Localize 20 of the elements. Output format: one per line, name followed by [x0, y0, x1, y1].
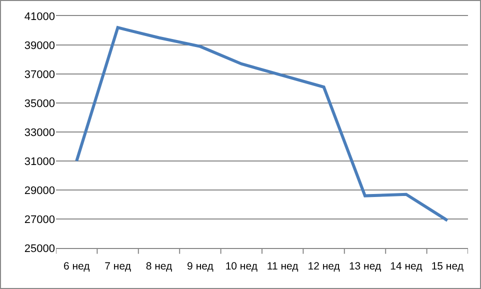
y-tick-label: 41000 — [24, 10, 55, 23]
x-tick-label: 12 нед — [308, 260, 340, 273]
line-series — [75, 26, 449, 222]
x-tick-label: 7 нед — [104, 260, 131, 273]
x-tick-label: 10 нед — [225, 260, 258, 273]
y-tick-label: 35000 — [24, 98, 55, 110]
x-tick-label: 6 нед — [63, 260, 90, 273]
x-tick-label: 11 нед — [266, 260, 298, 273]
x-tick-label: 13 нед — [348, 260, 382, 273]
x-tick-label: 8 нед — [146, 260, 172, 273]
y-tick-label: 29000 — [24, 184, 55, 197]
y-tick-label: 39000 — [24, 40, 55, 52]
y-tick-label: 25000 — [24, 242, 55, 255]
y-tick-label: 33000 — [24, 126, 55, 139]
x-tick-label: 14 нед — [390, 260, 422, 273]
y-tick-label: 31000 — [24, 156, 55, 168]
y-tick-label: 27000 — [24, 214, 55, 226]
x-tick-label: 9 нед — [187, 260, 214, 273]
x-tick-label: 15 нед — [431, 260, 464, 273]
y-tick-label: 37000 — [24, 68, 55, 81]
